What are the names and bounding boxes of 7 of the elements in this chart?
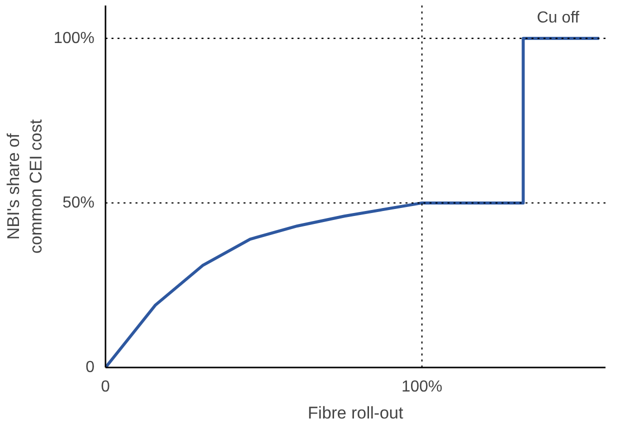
y-tick-label: 0 xyxy=(86,359,95,376)
y-axis-title: NBI's share of common CEI cost xyxy=(4,119,46,254)
y-tick-label: 100% xyxy=(54,30,94,47)
annotation: Cu off xyxy=(536,9,580,26)
x-axis-title: Fibre roll-out xyxy=(308,404,404,422)
y-tick-label: 50% xyxy=(62,194,95,212)
line-series xyxy=(106,36,601,368)
